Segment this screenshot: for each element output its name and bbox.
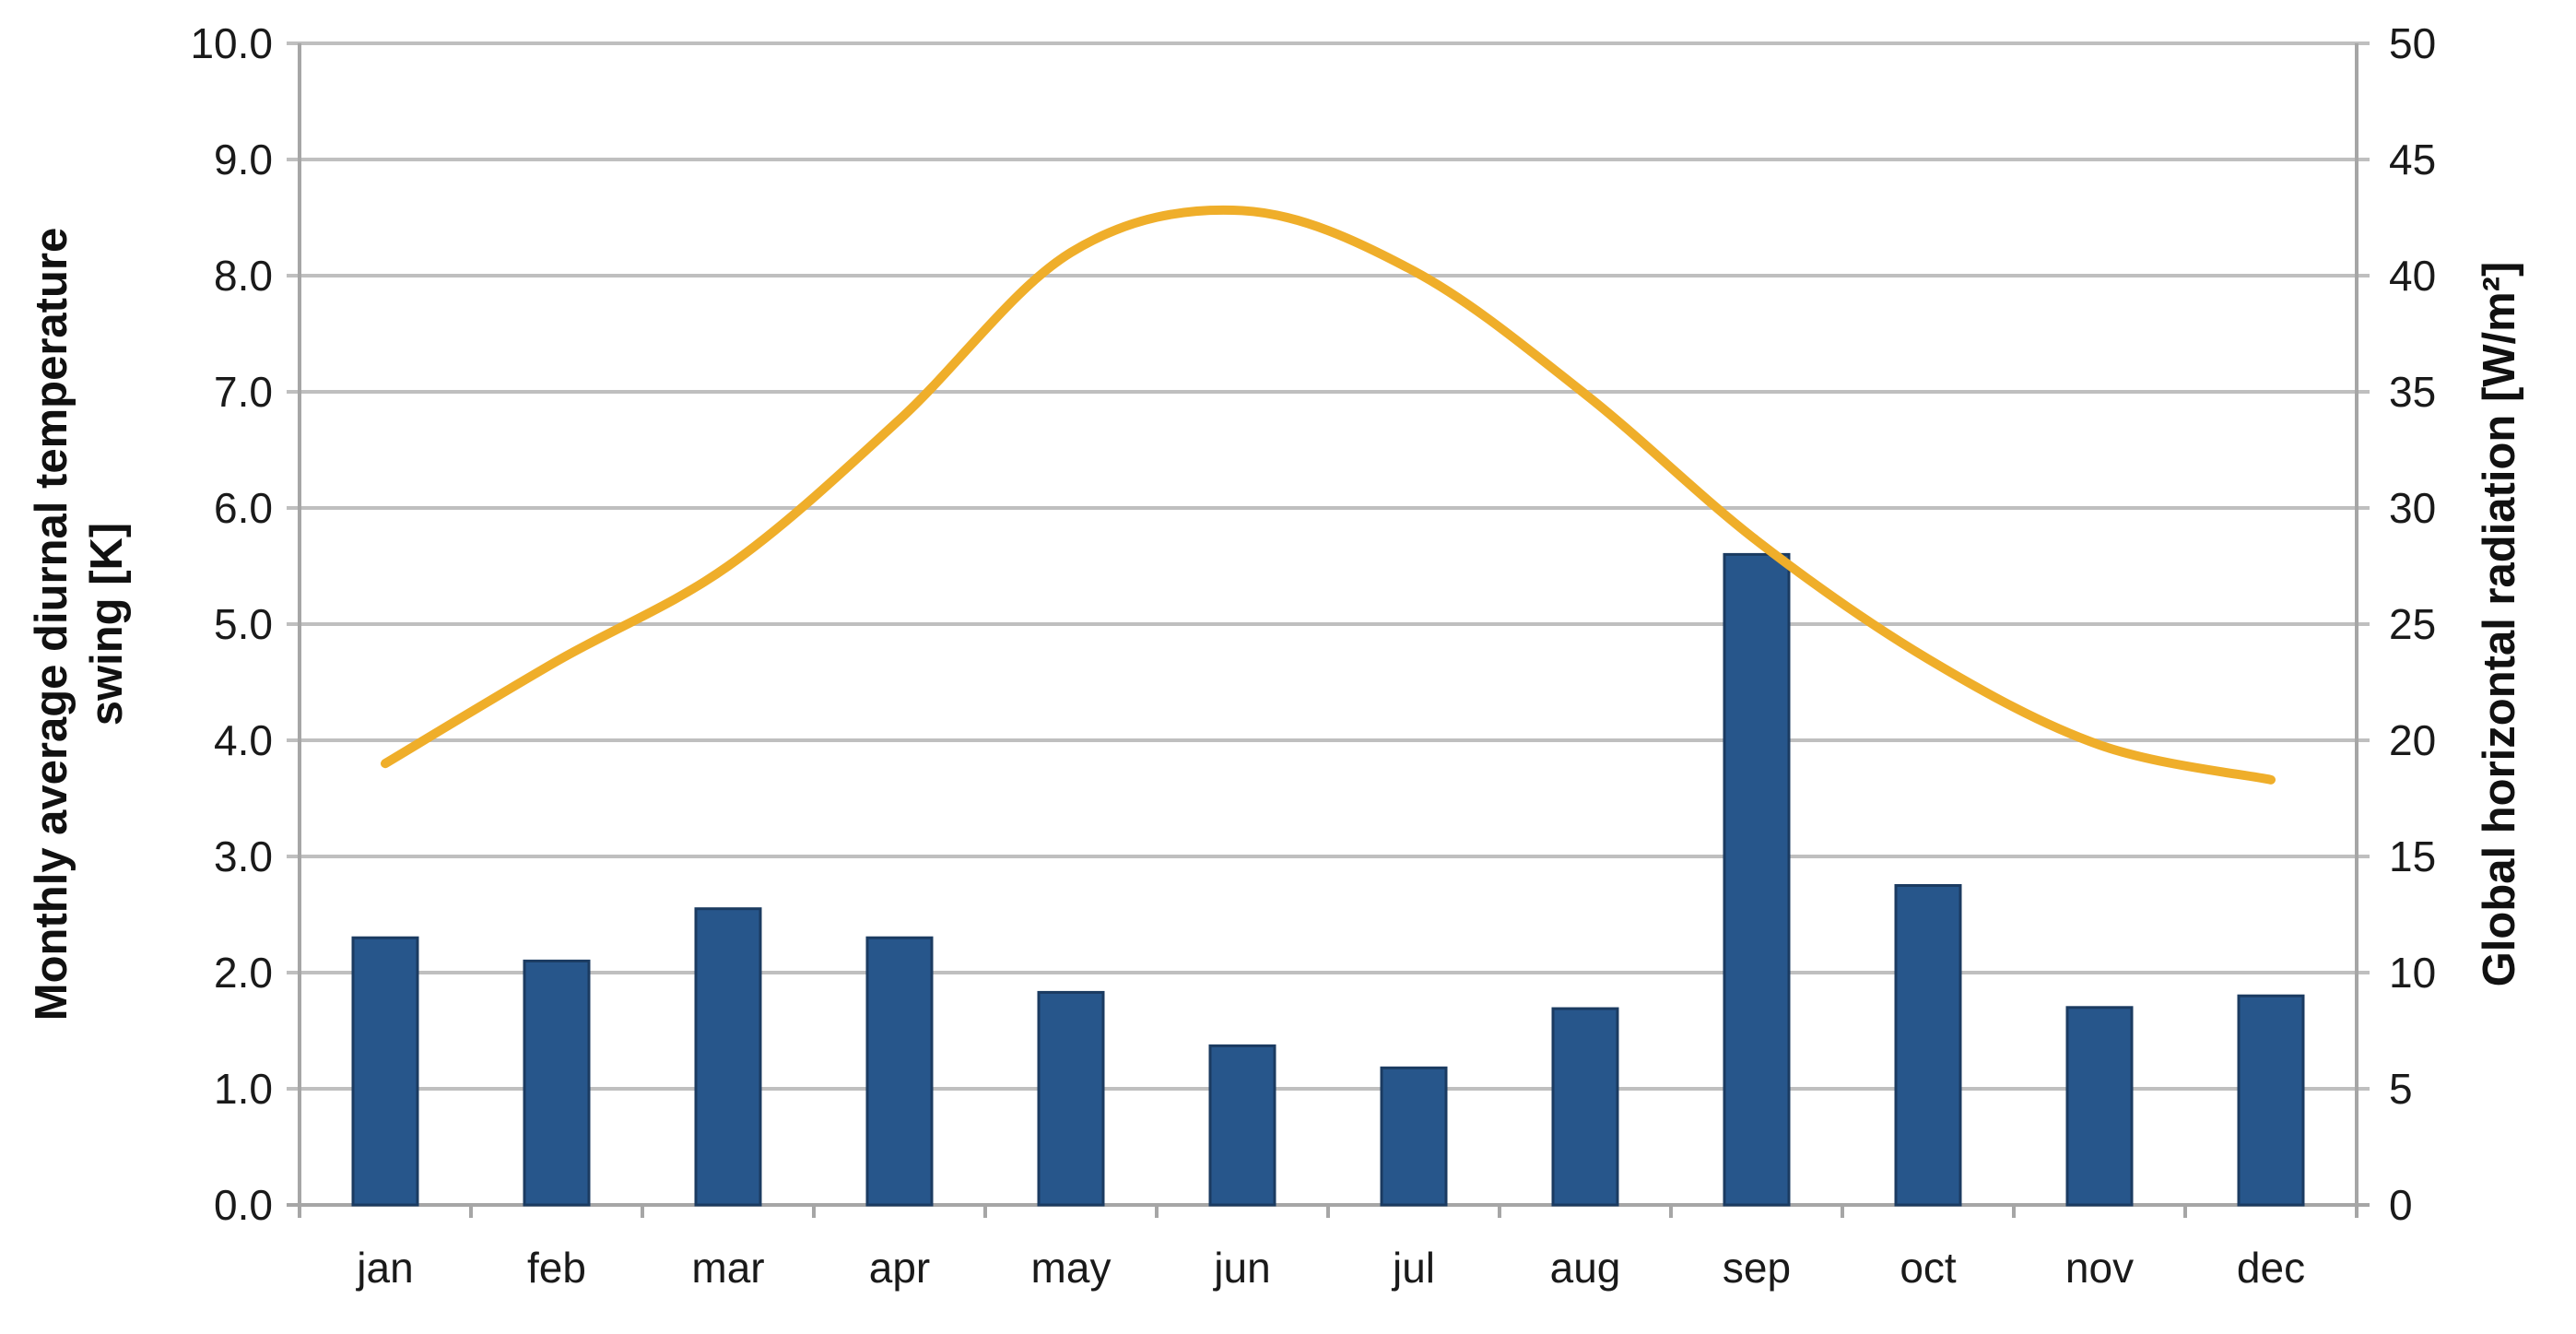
left-axis-tick-label-5.0: 5.0: [214, 600, 273, 648]
right-axis-tick-label-35: 35: [2389, 368, 2437, 416]
left-axis-tick-label-1.0: 1.0: [214, 1065, 273, 1113]
bar-mar: [694, 907, 762, 1207]
left-axis-tick-label-3.0: 3.0: [214, 832, 273, 880]
bar-may: [1037, 990, 1105, 1207]
x-axis-label-aug: aug: [1549, 1244, 1621, 1292]
x-axis-label-sep: sep: [1722, 1244, 1792, 1292]
left-axis-title: Monthly average diurnal temperature swin…: [24, 228, 135, 1021]
right-axis-title: Global horizontal radiation [W/m²]: [2475, 261, 2524, 987]
right-axis-tick-label-45: 45: [2389, 136, 2437, 183]
bar-sep: [1723, 552, 1791, 1207]
left-axis-tick-label-7.0: 7.0: [214, 368, 273, 416]
right-axis-tick-label-10: 10: [2389, 949, 2437, 997]
right-axis-tick-label-40: 40: [2389, 252, 2437, 300]
bar-nov: [2065, 1006, 2134, 1207]
x-axis-label-may: may: [1030, 1244, 1112, 1292]
bar-apr: [865, 936, 934, 1207]
left-axis-tick-label-0.0: 0.0: [214, 1181, 273, 1229]
radiation-line: [381, 205, 2276, 785]
left-axis-tick-label-2.0: 2.0: [214, 949, 273, 997]
left-axis-tick-label-8.0: 8.0: [214, 252, 273, 300]
left-axis-tick-label-9.0: 9.0: [214, 136, 273, 183]
right-axis-tick-label-15: 15: [2389, 832, 2437, 880]
bar-aug: [1551, 1007, 1619, 1207]
right-axis-tick-label-0: 0: [2389, 1181, 2413, 1229]
right-axis-tick-label-20: 20: [2389, 716, 2437, 764]
left-axis-title-line1: Monthly average diurnal temperature: [27, 227, 76, 1021]
right-axis-tick-label-25: 25: [2389, 600, 2437, 648]
x-axis-label-mar: mar: [691, 1244, 765, 1292]
x-axis-label-feb: feb: [527, 1244, 586, 1292]
bar-jan: [351, 936, 419, 1207]
left-axis-title-line2: swing [K]: [82, 522, 132, 726]
bar-dec: [2237, 994, 2305, 1207]
bar-feb: [523, 959, 591, 1207]
x-axis-label-dec: dec: [2236, 1244, 2306, 1292]
bar-oct: [1894, 884, 1962, 1207]
x-axis-label-nov: nov: [2064, 1244, 2135, 1292]
x-axis-label-apr: apr: [868, 1244, 931, 1292]
bar-jun: [1208, 1044, 1276, 1207]
x-axis-label-jun: jun: [1214, 1244, 1271, 1292]
left-axis-tick-label-10.0: 10.0: [190, 19, 273, 67]
left-axis-tick-label-6.0: 6.0: [214, 484, 273, 532]
right-axis-tick-label-30: 30: [2389, 484, 2437, 532]
right-axis-tick-label-50: 50: [2389, 19, 2437, 67]
right-axis-tick-label-5: 5: [2389, 1065, 2413, 1113]
x-axis-label-jul: jul: [1392, 1244, 1436, 1292]
x-axis-label-oct: oct: [1900, 1244, 1957, 1292]
left-axis-tick-label-4.0: 4.0: [214, 716, 273, 764]
x-axis-label-jan: jan: [357, 1244, 414, 1292]
bar-jul: [1380, 1066, 1448, 1207]
